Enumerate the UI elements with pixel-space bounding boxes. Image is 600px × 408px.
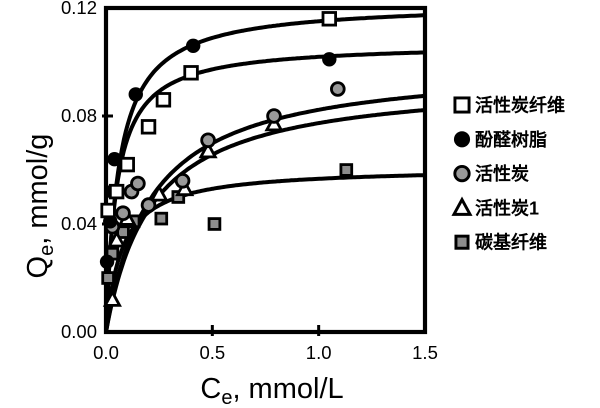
series-acf <box>100 11 338 219</box>
data-point-ac <box>174 173 191 189</box>
legend-marker-cf <box>454 234 470 250</box>
legend-marker-acf <box>453 96 471 114</box>
legend-marker-resin <box>453 131 471 148</box>
legend-label-ac1: 活性炭1 <box>475 197 539 218</box>
y-tick-label: 0.08 <box>61 105 97 126</box>
x-tick-label: 0.0 <box>93 342 119 363</box>
x-tick-label: 1.5 <box>412 342 438 363</box>
fit-curves <box>106 13 425 332</box>
data-point-ac <box>330 81 346 97</box>
legend-label-resin: 酚醛树脂 <box>475 129 547 150</box>
legend-item-resin: 酚醛树脂 <box>453 129 547 150</box>
data-point-acf <box>183 65 199 81</box>
legend-item-cf: 碳基纤维 <box>454 232 547 253</box>
data-point-ac1 <box>149 183 169 202</box>
data-point-cf <box>207 217 222 231</box>
data-point-ac <box>115 205 131 222</box>
data-point-resin <box>322 52 337 67</box>
data-point-cf <box>154 211 169 226</box>
data-point-cf <box>339 163 354 177</box>
data-point-acf <box>100 202 116 219</box>
x-tick-label: 1.0 <box>306 342 332 363</box>
data-point-ac1 <box>102 289 122 307</box>
fit-curve-resin <box>106 13 425 332</box>
legend-item-ac: 活性炭 <box>453 163 529 184</box>
y-tick-label: 0.12 <box>61 0 97 18</box>
data-point-cf <box>101 271 115 285</box>
data-point-ac1 <box>198 140 218 159</box>
legend-item-ac1: 活性炭1 <box>451 196 539 218</box>
legend-item-acf: 活性炭纤维 <box>453 95 565 116</box>
y-axis-title: Qe, mmol/g <box>22 134 58 279</box>
fit-curve-ac1 <box>106 108 425 332</box>
data-point-acf <box>321 11 338 27</box>
data-point-acf <box>140 119 157 135</box>
data-point-resin <box>185 38 201 53</box>
legend-label-ac: 活性炭 <box>475 163 529 184</box>
data-point-ac <box>130 175 146 192</box>
data-point-resin <box>107 152 122 167</box>
data-point-ac <box>200 132 216 149</box>
data-point-ac <box>140 197 157 213</box>
y-tick-label: 0.04 <box>61 213 97 234</box>
legend-marker-ac1 <box>451 196 473 216</box>
x-tick-label: 0.5 <box>199 342 225 363</box>
legend-label-cf: 碳基纤维 <box>475 232 547 253</box>
legend-label-acf: 活性炭纤维 <box>475 95 565 116</box>
data-point-resin <box>128 87 143 102</box>
series-ac1 <box>102 113 284 307</box>
fit-curve-cf <box>106 173 425 332</box>
legend-marker-ac <box>453 164 471 183</box>
x-axis-title: Ce, mmol/L <box>200 373 343 408</box>
fit-curve-acf <box>106 50 425 332</box>
data-point-ac <box>266 108 282 124</box>
plot-frame <box>103 5 428 335</box>
y-tick-label: 0.00 <box>61 321 97 342</box>
data-point-acf <box>155 92 172 108</box>
data-point-acf <box>119 156 135 173</box>
data-point-resin <box>99 254 115 269</box>
data-point-ac1 <box>107 229 127 248</box>
data-point-acf <box>108 183 125 200</box>
